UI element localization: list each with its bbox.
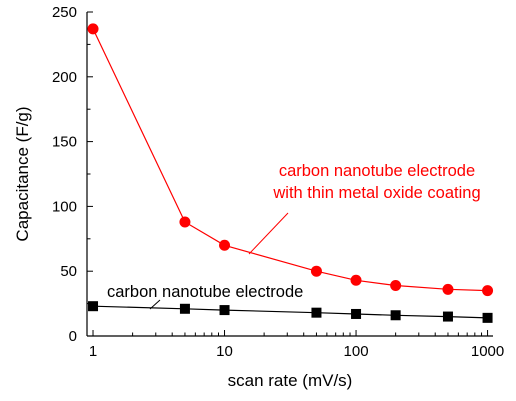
x-tick-label: 10 <box>216 343 233 360</box>
series-1-label: carbon nanotube electrode <box>107 283 303 301</box>
x-tick-label: 1000 <box>471 343 504 360</box>
series-0-point <box>310 265 322 277</box>
series-1-point <box>88 301 99 312</box>
y-tick-label: 100 <box>52 198 77 215</box>
x-tick-label: 100 <box>344 343 369 360</box>
series-1-leader-line <box>149 299 161 310</box>
y-tick-label: 250 <box>52 4 77 21</box>
series-1-point <box>179 303 190 314</box>
series-1-point <box>351 308 362 319</box>
series-0-point <box>87 23 99 35</box>
y-axis-title: Capacitance (F/g) <box>13 106 32 241</box>
series-0-point <box>350 274 362 286</box>
annotation-layer: carbon nanotube electrode with thin metal… <box>107 162 481 310</box>
series-0-label: with thin metal oxide coating <box>272 184 480 202</box>
y-tick-label: 200 <box>52 69 77 86</box>
series-1-point <box>219 305 230 316</box>
axes: 0 50 100 150 200 250 1 10 100 1000 scan rate (mV/s… <box>13 4 504 390</box>
series-1-point <box>442 311 453 322</box>
series-0-point <box>219 239 231 251</box>
series-0-point <box>390 279 402 291</box>
series-0-point <box>442 283 454 295</box>
series-0-label: carbon nanotube electrode <box>279 162 475 180</box>
series-1-point <box>311 307 322 318</box>
y-tick-label: 0 <box>69 328 77 345</box>
y-tick-label: 150 <box>52 134 77 151</box>
x-tick-label: 1 <box>89 343 97 360</box>
series-1-point <box>482 312 493 323</box>
series-1-point <box>390 310 401 321</box>
series-0-line <box>92 28 488 292</box>
series-0-point <box>482 285 494 297</box>
y-tick-label: 50 <box>60 263 77 280</box>
series-layer <box>87 23 494 323</box>
series-1-line <box>92 305 488 319</box>
series-0-point <box>179 216 191 228</box>
series-0-leader-line <box>248 212 289 255</box>
x-axis-title: scan rate (mV/s) <box>228 371 353 390</box>
